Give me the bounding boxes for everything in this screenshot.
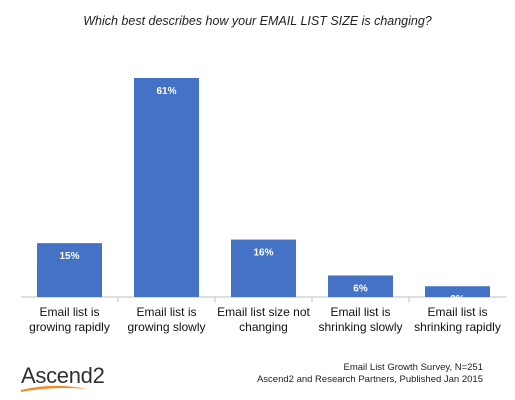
bar-3 <box>231 239 296 297</box>
bar-value-label-5: 3% <box>450 294 465 305</box>
logo-text: Ascend <box>21 363 93 388</box>
bar-value-label-2: 61% <box>156 86 176 97</box>
category-labels-group: Email list is growing rapidly Email list i… <box>29 305 501 334</box>
bar-value-label-3: 16% <box>253 248 273 259</box>
category-label-5: Email list is shrinking rapidly <box>414 305 501 334</box>
bar-5 <box>425 286 490 297</box>
category-label-3: Email list size not changing <box>217 305 310 334</box>
source-line-2: Ascend2 and Research Partners, Published… <box>256 374 483 385</box>
bar-value-label-4: 6% <box>353 283 368 294</box>
bar-2 <box>134 78 199 297</box>
logo-superscript: 2 <box>92 363 105 388</box>
source-line-1: Email List Growth Survey, N=251 <box>343 362 483 373</box>
category-label-1: Email list is growing rapidly <box>29 305 110 334</box>
category-label-4: Email list is shrinking slowly <box>318 305 402 334</box>
bar-4 <box>328 275 393 297</box>
logo-swoosh-icon <box>21 385 87 392</box>
source-note: Email List Growth Survey, N=251 Ascend2 … <box>257 362 483 386</box>
bar-1 <box>37 243 102 297</box>
category-label-2: Email list is growing slowly <box>127 305 205 334</box>
ascend2-logo: Ascend 2 <box>21 365 105 395</box>
chart-title: Which best describes how your EMAIL LIST… <box>83 14 432 28</box>
bar-value-label-1: 15% <box>59 251 79 262</box>
value-labels-group: 15% 61% 16% 6% 3% <box>59 86 464 305</box>
bars-group <box>37 78 490 302</box>
